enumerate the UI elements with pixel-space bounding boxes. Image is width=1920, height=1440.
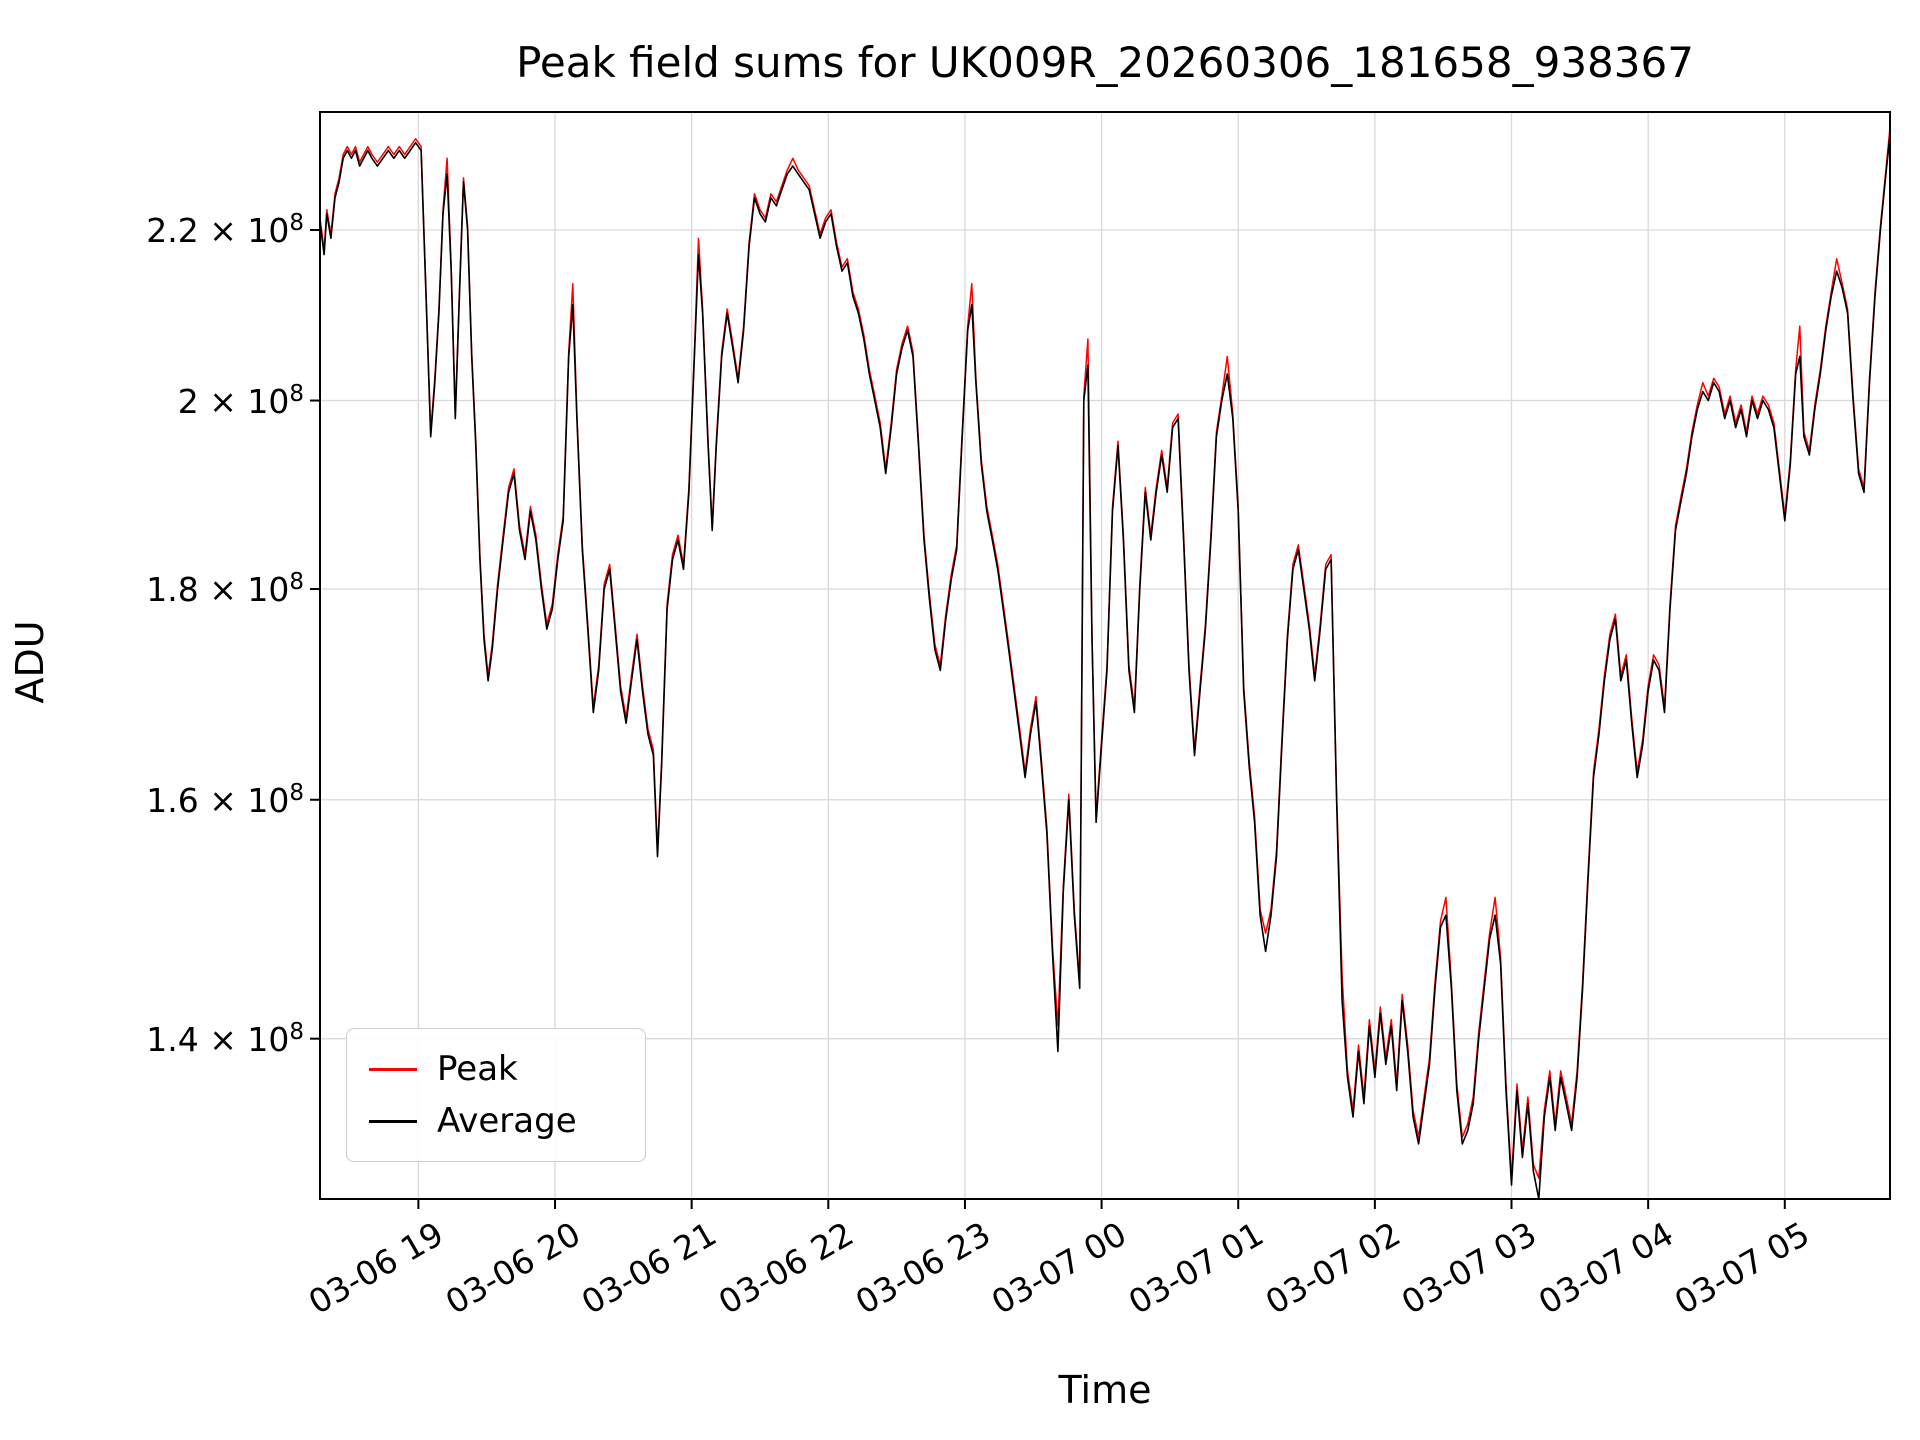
legend: Peak Average (346, 1028, 646, 1162)
legend-label-peak: Peak (437, 1049, 518, 1089)
average-line-swatch (369, 1119, 417, 1123)
legend-item-average: Average (369, 1095, 623, 1147)
legend-label-average: Average (437, 1101, 577, 1141)
axes-spines (319, 111, 1891, 1200)
average-line (319, 134, 1891, 1200)
y-tick-label: 2 × 108 (177, 380, 304, 421)
y-tick-label: 1.6 × 108 (146, 779, 304, 820)
chart-title: Peak field sums for UK009R_20260306_1816… (516, 38, 1694, 87)
legend-item-peak: Peak (369, 1043, 623, 1095)
y-tick-label: 1.4 × 108 (146, 1018, 304, 1059)
y-tick-label: 1.8 × 108 (146, 569, 304, 610)
x-axis-label: Time (1058, 1368, 1152, 1412)
y-tick-label: 2.2 × 108 (146, 210, 304, 250)
peak-line-swatch (369, 1067, 417, 1071)
